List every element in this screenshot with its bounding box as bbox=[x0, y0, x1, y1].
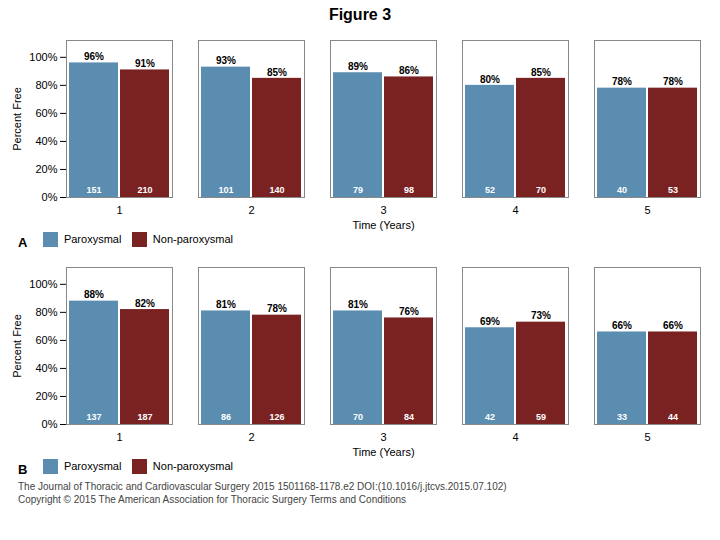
svg-text:85%: 85% bbox=[267, 67, 287, 78]
svg-text:100%: 100% bbox=[29, 278, 57, 290]
svg-text:40%: 40% bbox=[35, 135, 57, 147]
svg-text:81%: 81% bbox=[348, 299, 368, 310]
svg-text:4: 4 bbox=[512, 431, 518, 443]
svg-text:88%: 88% bbox=[84, 289, 104, 300]
svg-text:73%: 73% bbox=[531, 310, 551, 321]
svg-text:5: 5 bbox=[644, 204, 650, 216]
svg-text:140: 140 bbox=[269, 185, 284, 195]
svg-text:89%: 89% bbox=[348, 61, 368, 72]
svg-text:42: 42 bbox=[485, 412, 495, 422]
html-text:B: B bbox=[18, 461, 28, 477]
svg-text:82%: 82% bbox=[135, 298, 155, 309]
svg-text:76%: 76% bbox=[399, 306, 419, 317]
svg-text:69%: 69% bbox=[480, 316, 500, 327]
svg-text:78%: 78% bbox=[267, 303, 287, 314]
svg-text:4: 4 bbox=[512, 204, 518, 216]
svg-text:40%: 40% bbox=[35, 362, 57, 374]
svg-text:187: 187 bbox=[137, 412, 152, 422]
svg-text:126: 126 bbox=[269, 412, 284, 422]
html-text:Non-paroxysmal: Non-paroxysmal bbox=[152, 460, 233, 473]
svg-text:93%: 93% bbox=[216, 55, 236, 66]
svg-text:0%: 0% bbox=[42, 418, 58, 430]
svg-text:98: 98 bbox=[404, 185, 414, 195]
svg-text:84: 84 bbox=[404, 412, 414, 422]
svg-text:44: 44 bbox=[668, 412, 678, 422]
svg-text:60%: 60% bbox=[35, 334, 57, 346]
svg-text:Time (Years): Time (Years) bbox=[352, 219, 414, 231]
svg-text:Percent Free: Percent Free bbox=[11, 87, 23, 151]
svg-text:79: 79 bbox=[353, 185, 363, 195]
svg-text:80%: 80% bbox=[35, 79, 57, 91]
html-text:Paroxysmal: Paroxysmal bbox=[63, 233, 122, 246]
svg-text:5: 5 bbox=[644, 431, 650, 443]
svg-text:2: 2 bbox=[248, 204, 254, 216]
html-text:A: A bbox=[18, 234, 28, 250]
html-text:Copyright © 2015 The American: Copyright © 2015 The American Associatio… bbox=[18, 494, 407, 505]
html-text:Figure 3: Figure 3 bbox=[328, 6, 392, 23]
svg-text:86%: 86% bbox=[399, 65, 419, 76]
svg-text:2: 2 bbox=[248, 431, 254, 443]
svg-text:3: 3 bbox=[380, 204, 386, 216]
svg-text:96%: 96% bbox=[84, 51, 104, 62]
svg-text:Time (Years): Time (Years) bbox=[352, 446, 414, 458]
svg-text:85%: 85% bbox=[531, 67, 551, 78]
svg-text:Percent Free: Percent Free bbox=[11, 314, 23, 378]
svg-text:70: 70 bbox=[536, 185, 546, 195]
html-text:Non-paroxysmal: Non-paroxysmal bbox=[152, 233, 233, 246]
svg-text:60%: 60% bbox=[35, 107, 57, 119]
svg-text:1: 1 bbox=[116, 431, 122, 443]
svg-text:59: 59 bbox=[536, 412, 546, 422]
svg-text:20%: 20% bbox=[35, 163, 57, 175]
svg-text:66%: 66% bbox=[663, 320, 683, 331]
svg-text:80%: 80% bbox=[480, 74, 500, 85]
svg-text:52: 52 bbox=[485, 185, 495, 195]
svg-text:3: 3 bbox=[380, 431, 386, 443]
svg-text:20%: 20% bbox=[35, 390, 57, 402]
svg-text:80%: 80% bbox=[35, 306, 57, 318]
svg-text:210: 210 bbox=[137, 185, 152, 195]
svg-text:40: 40 bbox=[617, 185, 627, 195]
svg-text:53: 53 bbox=[668, 185, 678, 195]
svg-text:33: 33 bbox=[617, 412, 627, 422]
html-text:Paroxysmal: Paroxysmal bbox=[63, 460, 122, 473]
svg-text:78%: 78% bbox=[663, 76, 683, 87]
svg-text:137: 137 bbox=[86, 412, 101, 422]
svg-text:151: 151 bbox=[86, 185, 101, 195]
svg-text:0%: 0% bbox=[42, 191, 58, 203]
svg-text:101: 101 bbox=[218, 185, 233, 195]
svg-text:78%: 78% bbox=[612, 76, 632, 87]
svg-text:1: 1 bbox=[116, 204, 122, 216]
svg-text:91%: 91% bbox=[135, 58, 155, 69]
svg-text:66%: 66% bbox=[612, 320, 632, 331]
svg-text:70: 70 bbox=[353, 412, 363, 422]
html-text:The Journal of Thoracic and Ca: The Journal of Thoracic and Cardiovascul… bbox=[18, 481, 507, 492]
svg-text:100%: 100% bbox=[29, 51, 57, 63]
svg-text:81%: 81% bbox=[216, 299, 236, 310]
svg-text:86: 86 bbox=[221, 412, 231, 422]
